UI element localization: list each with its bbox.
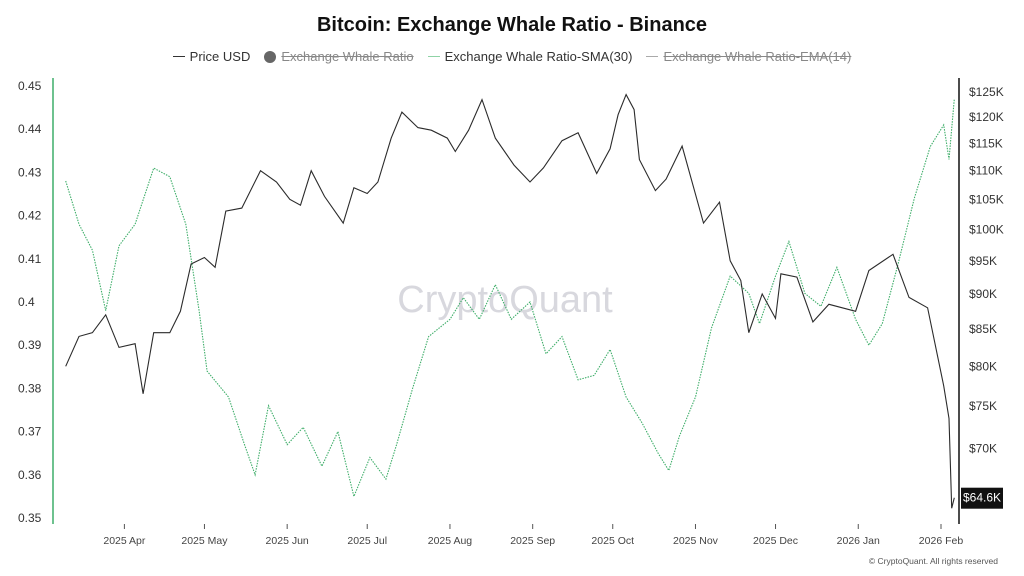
- x-tick-label: 2025 Apr: [103, 535, 146, 547]
- y-left-tick-label: 0.39: [18, 338, 42, 352]
- x-tick-label: 2025 Dec: [753, 535, 798, 547]
- legend-label: Exchange Whale Ratio-EMA(14): [663, 49, 852, 64]
- y-left-tick-label: 0.35: [18, 511, 42, 525]
- y-left-tick-label: 0.38: [18, 381, 42, 395]
- x-tick-label: 2025 Oct: [591, 535, 634, 547]
- y-left-tick-label: 0.42: [18, 209, 42, 223]
- y-right-tick-label: $75K: [969, 399, 997, 413]
- left-axis-ticks: 0.45 0.44 0.43 0.42 0.41 0.4 0.39 0.38 0.37 0.36 0…: [18, 79, 42, 525]
- y-right-tick-label: $115K: [969, 136, 1003, 150]
- copyright-text: © CryptoQuant. All rights reserved: [868, 556, 998, 566]
- legend-item-whale-ratio-ema[interactable]: Exchange Whale Ratio-EMA(14): [646, 49, 851, 64]
- legend-item-price-usd[interactable]: Price USD: [172, 49, 251, 64]
- legend-label: Exchange Whale Ratio-SMA(30): [444, 49, 633, 64]
- chart-title: Bitcoin: Exchange Whale Ratio - Binance: [316, 14, 708, 36]
- y-left-tick-label: 0.43: [18, 165, 42, 179]
- chart-legend: Price USD Exchange Whale Ratio Exchange …: [0, 49, 1024, 64]
- y-left-tick-label: 0.36: [18, 468, 42, 482]
- y-left-tick-label: 0.4: [18, 295, 35, 309]
- series-line-price-usd[interactable]: [65, 93, 955, 509]
- legend-label: Price USD: [189, 49, 251, 64]
- x-tick-label: 2025 Jun: [266, 535, 309, 547]
- x-tick-label: 2025 Sep: [510, 535, 555, 547]
- x-tick-label: 2025 Aug: [428, 535, 473, 547]
- x-axis-ticks: 2025 Apr 2025 May 2025 Jun 2025 Jul 2025 Aug…: [103, 524, 963, 547]
- y-left-tick-label: 0.45: [18, 79, 42, 93]
- y-right-tick-label: $110K: [969, 164, 1003, 178]
- y-right-tick-label: $90K: [969, 287, 997, 301]
- badge-background: [961, 487, 1003, 509]
- y-right-tick-label: $80K: [969, 359, 997, 373]
- y-right-tick-label: $85K: [969, 322, 997, 336]
- legend-label: Exchange Whale Ratio: [281, 49, 414, 64]
- y-right-tick-label: $70K: [969, 441, 997, 455]
- badge-text: $64.6K: [963, 491, 1001, 505]
- line-marker-icon: [646, 56, 659, 57]
- x-tick-label: 2025 May: [181, 535, 228, 547]
- y-right-tick-label: $95K: [969, 254, 997, 268]
- x-tick-label: 2025 Jul: [347, 535, 387, 547]
- legend-item-whale-ratio-sma[interactable]: Exchange Whale Ratio-SMA(30): [427, 49, 633, 64]
- right-axis-ticks: $125K $120K $115K $110K $105K $100K $95K $90K $8…: [969, 85, 1004, 455]
- line-marker-icon: [172, 56, 185, 57]
- series-line-sma30[interactable]: [65, 98, 955, 499]
- dot-marker-icon: [264, 50, 277, 63]
- x-tick-label: 2025 Nov: [673, 535, 719, 547]
- x-tick-label: 2026 Jan: [837, 535, 880, 547]
- y-left-tick-label: 0.41: [18, 252, 42, 266]
- y-left-tick-label: 0.37: [18, 425, 42, 439]
- y-right-tick-label: $120K: [969, 110, 1004, 124]
- legend-item-whale-ratio[interactable]: Exchange Whale Ratio: [264, 49, 414, 64]
- y-right-tick-label: $105K: [969, 192, 1004, 206]
- y-right-tick-label: $100K: [969, 222, 1004, 236]
- y-left-tick-label: 0.44: [18, 122, 42, 136]
- watermark: CryptoQuant: [397, 279, 613, 321]
- last-price-badge: $64.6K: [961, 487, 1003, 509]
- line-marker-icon: [427, 56, 440, 57]
- x-tick-label: 2026 Feb: [919, 535, 964, 547]
- y-right-tick-label: $125K: [969, 85, 1004, 99]
